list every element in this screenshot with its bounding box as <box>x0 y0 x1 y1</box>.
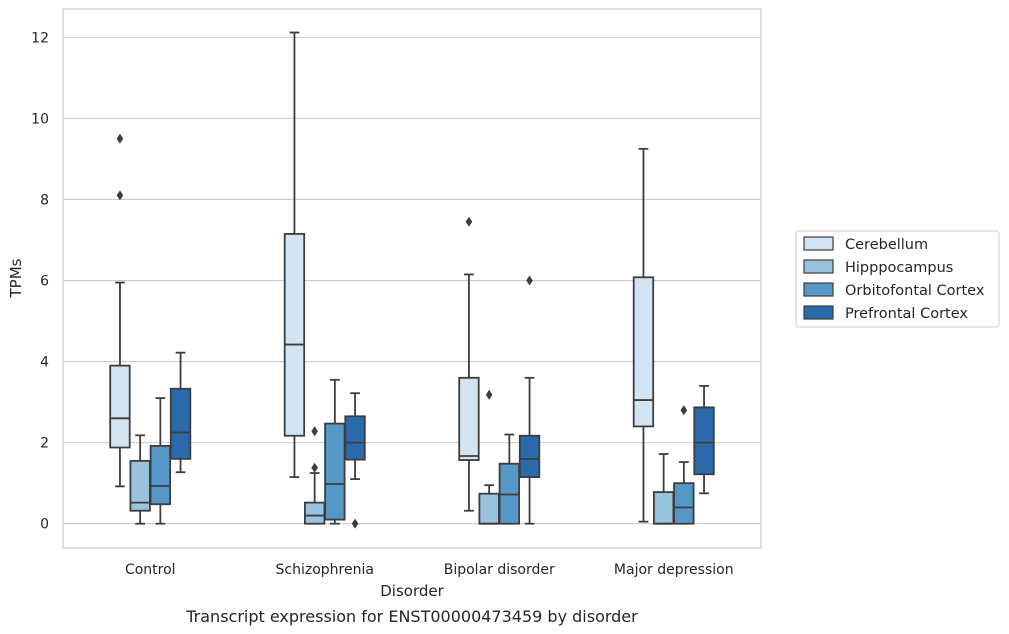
plot-frame <box>62 8 762 549</box>
outlier-point <box>116 133 124 144</box>
y-axis-label: TPMs <box>7 258 25 298</box>
x-tick-label: Bipolar disorder <box>444 562 555 578</box>
outlier-point <box>351 518 359 529</box>
y-tick-label: 10 <box>31 111 49 127</box>
y-tick-label: 6 <box>40 274 49 290</box>
box-group <box>283 31 306 478</box>
box-iqr <box>478 492 500 525</box>
box-group <box>632 147 655 523</box>
figure-caption: Transcript expression for ENST0000047345… <box>185 607 638 626</box>
box-iqr <box>149 444 172 506</box>
legend-entry-label: Cerebellum <box>845 237 928 253</box>
box-group <box>344 392 366 529</box>
x-axis-label: Disorder <box>380 582 444 600</box>
box-group <box>149 397 172 525</box>
outlier-point <box>311 426 318 437</box>
box-iqr <box>109 364 131 449</box>
legend-swatch <box>803 305 834 320</box>
box-iqr <box>632 276 655 428</box>
box-iqr <box>169 387 192 460</box>
boxes <box>109 31 715 529</box>
outlier-point <box>465 216 473 227</box>
box-group <box>324 378 346 525</box>
outlier-point <box>116 190 124 201</box>
outlier-point <box>680 405 688 416</box>
box-group <box>693 384 715 495</box>
x-tick-label: Schizophrenia <box>276 562 374 578</box>
box-iqr <box>653 491 675 525</box>
x-tick-labels: Control Schizophrenia Bipolar disorder Majo… <box>125 562 734 578</box>
box-group <box>478 389 500 525</box>
legend-swatch <box>803 236 834 251</box>
box-iqr <box>518 434 541 478</box>
y-tick-label: 2 <box>40 436 49 452</box>
box-group <box>518 275 541 525</box>
x-tick-label: Major depression <box>614 562 734 578</box>
outlier-point <box>526 275 533 286</box>
legend-frame <box>795 230 1000 328</box>
outlier-point <box>485 389 493 400</box>
legend-swatch <box>803 259 834 274</box>
legend-swatch <box>803 282 834 297</box>
box-group <box>498 433 521 525</box>
box-group <box>458 216 480 512</box>
box-iqr <box>693 406 715 476</box>
y-tick-labels: 0 2 4 6 8 10 12 <box>31 30 49 532</box>
outlier-point <box>311 462 318 473</box>
box-group <box>653 453 675 525</box>
y-tick-label: 4 <box>40 355 49 371</box>
box-iqr <box>458 376 480 461</box>
legend-entry-label: Prefrontal Cortex <box>845 306 968 322</box>
y-tick-label: 0 <box>40 517 49 533</box>
box-iqr <box>303 501 326 525</box>
box-group <box>673 405 695 525</box>
box-iqr <box>324 422 346 521</box>
legend-entry-label: Hipppocampus <box>845 260 953 276</box>
box-group <box>169 351 192 474</box>
box-iqr <box>283 233 306 437</box>
legend: Cerebellum Hipppocampus Orbitofontal Corte… <box>795 230 1000 328</box>
box-iqr <box>673 482 695 525</box>
x-tick-label: Control <box>125 562 176 578</box>
legend-entry-label: Orbitofontal Cortex <box>845 283 985 299</box>
box-group <box>129 434 151 525</box>
y-tick-label: 8 <box>40 192 49 208</box>
box-group <box>109 133 131 488</box>
box-iqr <box>344 415 366 461</box>
y-tick-label: 12 <box>31 30 49 46</box>
